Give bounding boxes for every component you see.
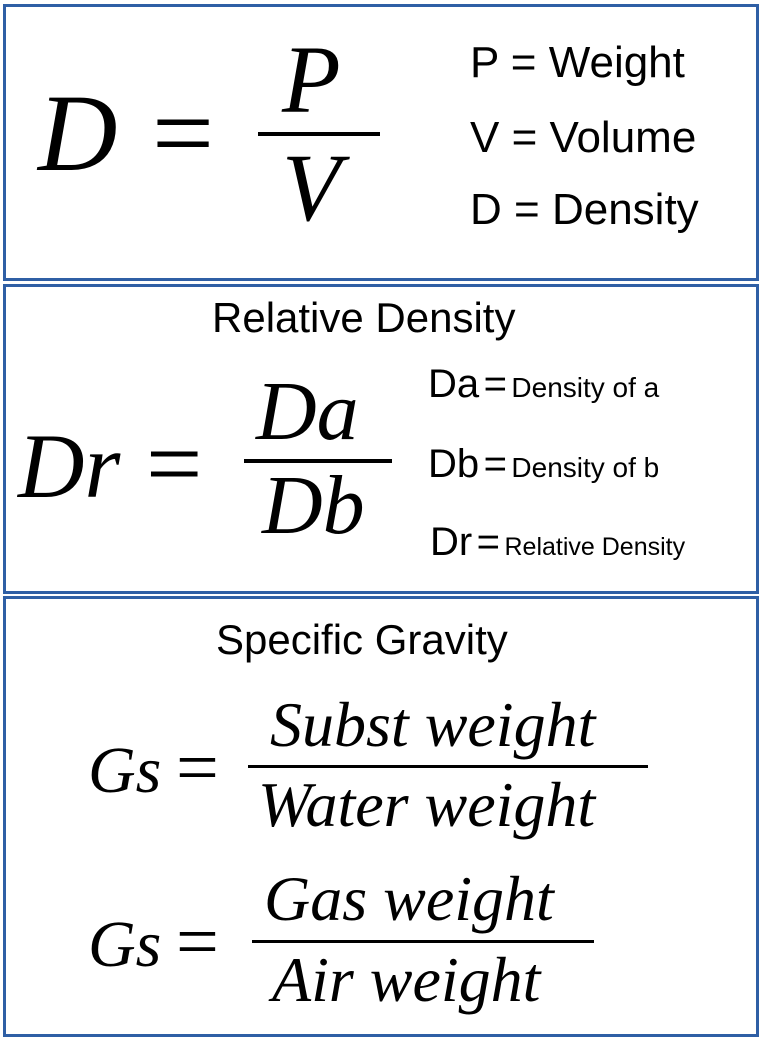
density-panel bbox=[3, 4, 759, 281]
legend-meaning: Density bbox=[551, 185, 699, 234]
specific-gravity-lhs: Gs bbox=[88, 908, 162, 981]
relative-density-legend-row: Db = Density of b bbox=[428, 442, 659, 487]
specific-gravity-denominator: Air weight bbox=[272, 944, 541, 1015]
legend-equals: = bbox=[483, 442, 507, 486]
specific-gravity-equals: = bbox=[176, 726, 219, 810]
legend-meaning: Volume bbox=[549, 113, 697, 162]
specific-gravity-numerator: Subst weight bbox=[270, 689, 596, 760]
relative-density-lhs: Dr bbox=[18, 415, 121, 517]
relative-density-numerator: Da bbox=[256, 365, 359, 458]
legend-equals: = bbox=[510, 38, 537, 87]
density-numerator: P bbox=[282, 26, 341, 133]
specific-gravity-equals: = bbox=[176, 900, 219, 984]
relative-density-legend-row: Da = Density of a bbox=[428, 362, 659, 407]
relative-density-fraction-bar bbox=[244, 459, 392, 463]
specific-gravity-numerator: Gas weight bbox=[264, 863, 554, 934]
legend-meaning: Weight bbox=[548, 38, 685, 87]
legend-symbol: P bbox=[470, 38, 499, 87]
density-legend-row: D = Density bbox=[470, 185, 699, 235]
relative-density-denominator: Db bbox=[262, 459, 365, 552]
density-legend-row: P = Weight bbox=[470, 38, 685, 88]
density-fraction-bar bbox=[258, 132, 380, 136]
relative-density-panel bbox=[3, 284, 759, 594]
legend-symbol: V bbox=[470, 113, 500, 162]
legend-meaning: Relative Density bbox=[504, 533, 686, 561]
relative-density-title: Relative Density bbox=[212, 294, 516, 341]
legend-meaning: Density of a bbox=[511, 372, 660, 403]
legend-equals: = bbox=[511, 113, 538, 162]
density-equals: = bbox=[152, 72, 215, 194]
legend-meaning: Density of b bbox=[511, 452, 660, 483]
specific-gravity-denominator: Water weight bbox=[258, 769, 596, 840]
density-denominator: V bbox=[282, 134, 341, 241]
specific-gravity-title: Specific Gravity bbox=[216, 616, 508, 663]
legend-equals: = bbox=[514, 185, 540, 234]
legend-symbol: D bbox=[470, 185, 502, 234]
specific-gravity-panel bbox=[3, 596, 759, 1037]
specific-gravity-fraction-bar bbox=[252, 940, 594, 943]
legend-symbol: Dr bbox=[430, 520, 473, 564]
relative-density-equals: = bbox=[146, 408, 203, 519]
legend-equals: = bbox=[476, 520, 501, 564]
specific-gravity-fraction-bar bbox=[248, 765, 648, 768]
density-lhs: D bbox=[38, 72, 118, 194]
legend-equals: = bbox=[483, 362, 507, 406]
legend-symbol: Da bbox=[428, 362, 480, 406]
density-legend-row: V = Volume bbox=[470, 113, 696, 163]
legend-symbol: Db bbox=[428, 442, 480, 486]
specific-gravity-lhs: Gs bbox=[88, 734, 162, 807]
relative-density-legend-row: Dr = Relative Density bbox=[430, 520, 685, 565]
